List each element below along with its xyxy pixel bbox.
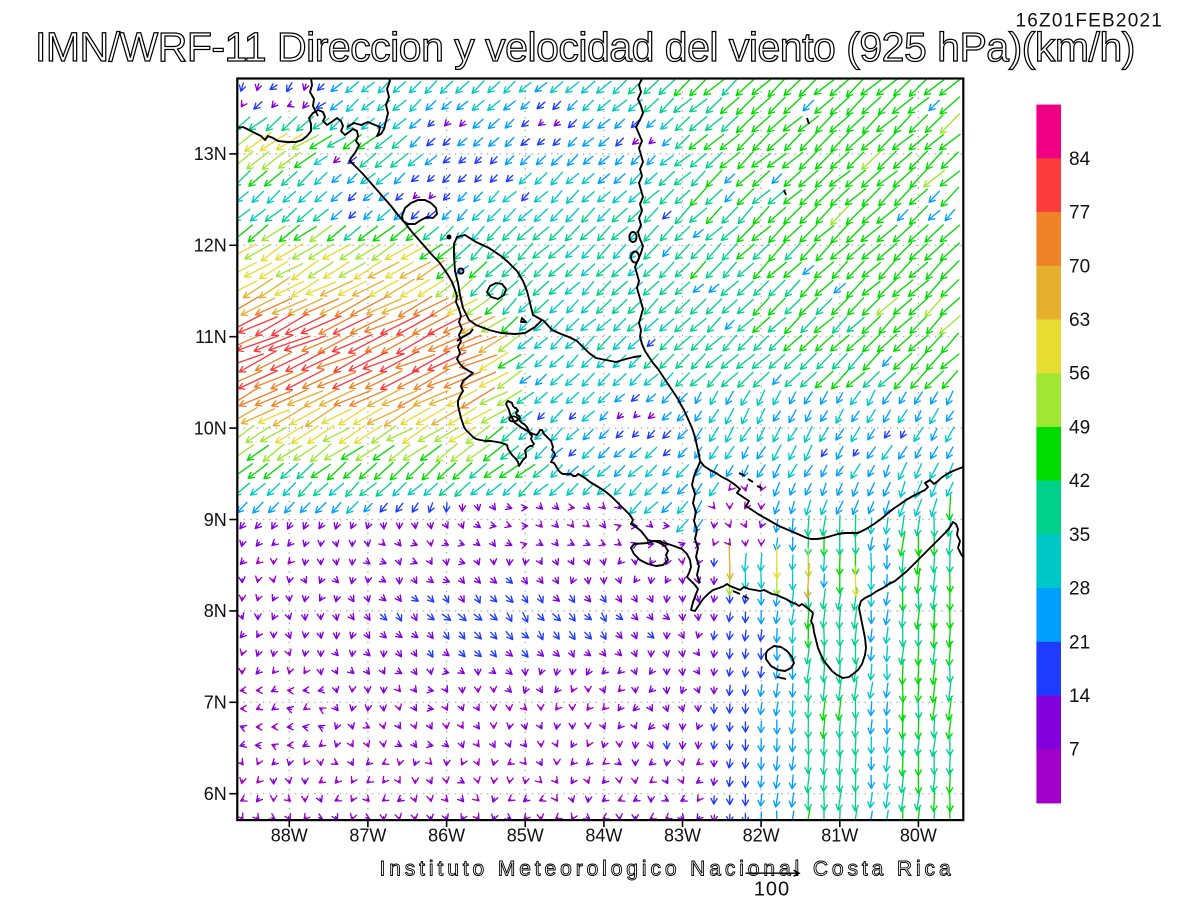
- svg-text:56: 56: [1069, 364, 1090, 385]
- svg-text:85W: 85W: [507, 826, 544, 846]
- svg-text:83W: 83W: [664, 826, 701, 846]
- svg-text:87W: 87W: [349, 826, 386, 846]
- svg-text:84W: 84W: [585, 826, 622, 846]
- svg-text:42: 42: [1069, 471, 1090, 492]
- svg-text:21: 21: [1069, 632, 1090, 653]
- svg-text:9N: 9N: [204, 510, 227, 530]
- svg-text:14: 14: [1069, 686, 1091, 707]
- svg-text:28: 28: [1069, 579, 1090, 600]
- svg-text:16Z01FEB2021: 16Z01FEB2021: [1016, 11, 1164, 32]
- svg-text:8N: 8N: [204, 601, 227, 621]
- svg-text:84: 84: [1069, 149, 1091, 170]
- svg-text:7N: 7N: [204, 693, 227, 713]
- svg-text:6N: 6N: [204, 784, 227, 804]
- svg-text:100: 100: [754, 879, 790, 900]
- svg-text:10N: 10N: [194, 418, 227, 438]
- svg-text:80W: 80W: [900, 826, 937, 846]
- svg-text:7: 7: [1069, 740, 1080, 761]
- svg-text:13N: 13N: [194, 144, 227, 164]
- svg-text:81W: 81W: [821, 826, 858, 846]
- svg-text:70: 70: [1069, 256, 1090, 277]
- svg-text:86W: 86W: [428, 826, 465, 846]
- svg-text:Instituto Meteorologico Nacion: Instituto Meteorologico Nacional Costa R…: [379, 858, 954, 881]
- svg-text:88W: 88W: [271, 826, 308, 846]
- svg-text:77: 77: [1069, 203, 1090, 224]
- svg-text:63: 63: [1069, 310, 1090, 331]
- svg-text:11N: 11N: [195, 327, 227, 347]
- svg-text:IMN/WRF-11 Direccion y velocid: IMN/WRF-11 Direccion y velocidad del vie…: [35, 24, 1135, 70]
- svg-text:82W: 82W: [743, 826, 780, 846]
- svg-text:12N: 12N: [194, 236, 227, 256]
- svg-text:49: 49: [1069, 417, 1090, 438]
- svg-text:35: 35: [1069, 525, 1090, 546]
